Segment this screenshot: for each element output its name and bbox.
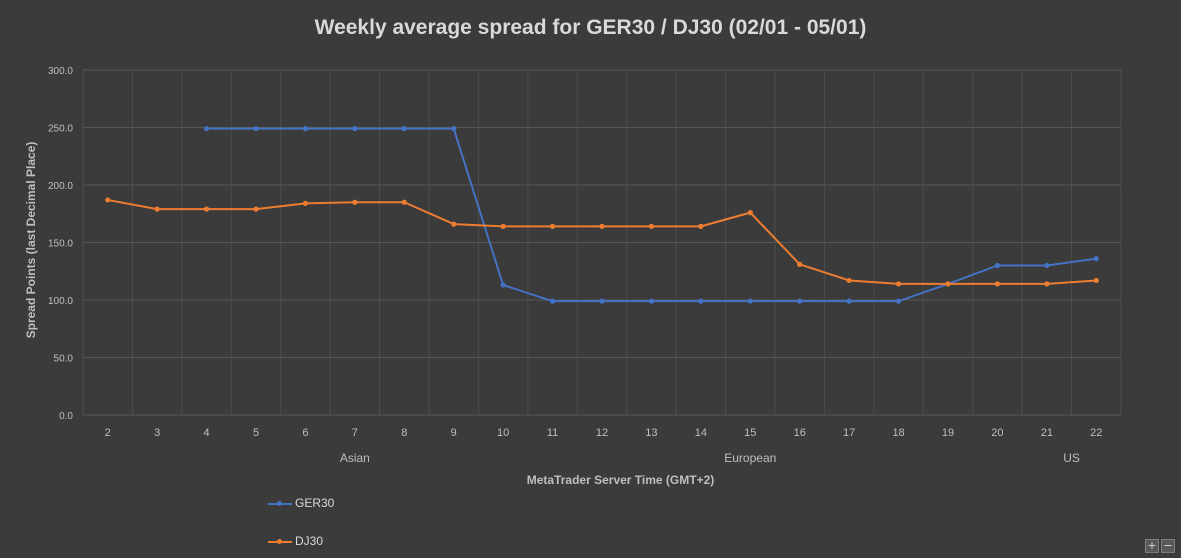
region-label-us: US [1063,451,1080,465]
data-point-dj30[interactable] [599,223,605,229]
data-point-dj30[interactable] [401,199,407,205]
data-point-dj30[interactable] [352,199,358,205]
data-point-ger30[interactable] [994,262,1001,269]
data-point-dj30[interactable] [105,197,111,203]
x-tick-label: 16 [794,427,806,439]
data-point-ger30[interactable] [698,298,704,304]
region-label-asian: Asian [339,451,370,465]
x-tick-label: 12 [596,427,608,439]
x-tick-label: 20 [991,427,1003,439]
y-tick-label: 200.0 [48,181,73,192]
data-point-dj30[interactable] [203,206,210,212]
data-point-ger30[interactable] [648,298,655,304]
x-tick-label: 4 [204,427,210,439]
zoom-in-button[interactable]: + [1145,539,1159,553]
x-tick-label: 18 [892,427,904,439]
x-tick-label: 15 [744,427,756,439]
x-tick-label: 8 [401,427,407,439]
x-tick-label: 9 [451,427,457,439]
data-point-ger30[interactable] [401,126,407,132]
data-point-dj30[interactable] [945,281,951,287]
data-point-ger30[interactable] [797,298,803,304]
x-tick-label: 21 [1041,427,1053,439]
data-point-ger30[interactable] [302,126,309,132]
x-tick-label: 11 [547,427,558,439]
data-point-ger30[interactable] [895,298,902,304]
legend-marker-dj30 [277,539,282,544]
data-point-dj30[interactable] [994,281,1001,287]
legend-marker-ger30 [277,501,282,506]
data-point-ger30[interactable] [253,126,259,132]
data-point-dj30[interactable] [648,223,655,229]
data-point-dj30[interactable] [549,223,556,229]
data-point-dj30[interactable] [253,206,259,212]
series-line-ger30 [206,127,1097,303]
data-point-ger30[interactable] [451,126,457,132]
y-tick-label: 250.0 [48,124,73,135]
data-point-ger30[interactable] [500,282,506,288]
data-point-dj30[interactable] [698,223,704,229]
legend-label-ger30: GER30 [295,496,335,510]
y-tick-label: 100.0 [48,296,73,307]
y-tick-label: 50.0 [54,354,74,365]
data-point-dj30[interactable] [895,281,902,287]
x-tick-label: 10 [497,427,509,439]
data-point-dj30[interactable] [747,210,753,216]
x-tick-label: 13 [645,427,657,439]
x-tick-label: 14 [695,427,707,439]
data-point-ger30[interactable] [549,298,556,304]
x-axis-label: MetaTrader Server Time (GMT+2) [526,473,715,487]
region-label-european: European [724,451,777,465]
zoom-controls: + − [1145,539,1175,553]
data-point-ger30[interactable] [352,126,358,132]
data-point-dj30[interactable] [451,221,457,227]
data-point-dj30[interactable] [1093,277,1099,284]
data-point-dj30[interactable] [846,277,852,284]
x-tick-label: 19 [942,427,954,439]
data-point-dj30[interactable] [302,200,309,206]
x-tick-label: 22 [1090,427,1102,439]
x-tick-label: 17 [843,427,855,439]
data-point-ger30[interactable] [846,298,852,304]
data-point-ger30[interactable] [1044,262,1050,269]
series-line-dj30 [107,198,1097,285]
zoom-out-button[interactable]: − [1161,539,1175,553]
y-axis-label: Spread Points (last Decimal Place) [24,141,38,339]
data-point-ger30[interactable] [1093,256,1099,262]
x-tick-label: 6 [302,427,308,439]
data-point-dj30[interactable] [154,206,160,212]
chart-title: Weekly average spread for GER30 / DJ30 (… [314,16,867,39]
data-point-dj30[interactable] [500,223,506,229]
x-tick-label: 3 [154,427,160,439]
data-point-ger30[interactable] [203,126,210,132]
x-tick-label: 5 [253,427,259,439]
y-tick-label: 150.0 [48,239,73,250]
y-tick-label: 300.0 [48,66,73,77]
data-point-ger30[interactable] [747,298,753,304]
x-tick-label: 2 [105,427,111,439]
legend-label-dj30: DJ30 [295,534,324,548]
y-tick-label: 0.0 [59,411,73,422]
x-tick-label: 7 [352,427,358,439]
data-point-ger30[interactable] [599,298,605,304]
data-point-dj30[interactable] [1044,281,1050,287]
data-point-dj30[interactable] [797,261,803,267]
